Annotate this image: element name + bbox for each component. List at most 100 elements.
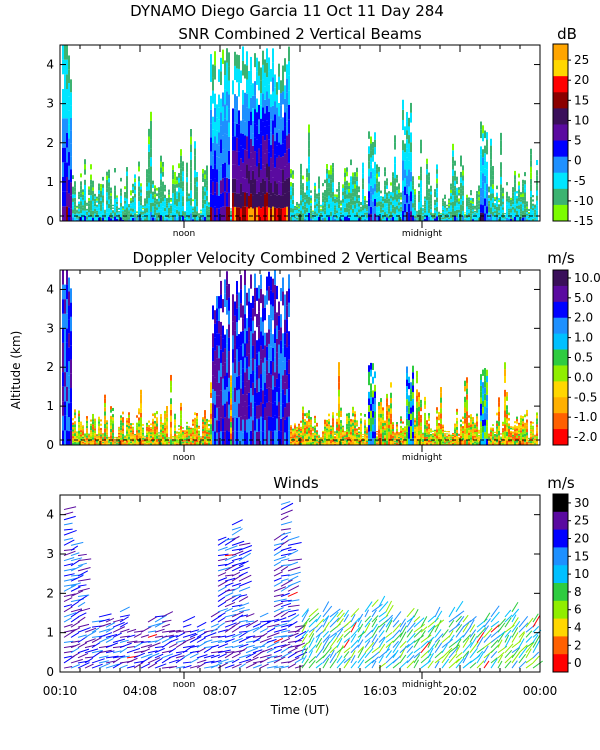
- heat-cell: [488, 206, 490, 210]
- heat-cell: [216, 432, 218, 445]
- heat-cell: [512, 212, 514, 216]
- heat-cell: [264, 72, 266, 87]
- heat-cell: [522, 210, 524, 215]
- heat-cell: [342, 191, 344, 196]
- heat-cell: [516, 210, 518, 214]
- heat-cell: [256, 180, 258, 194]
- heat-cell: [336, 199, 338, 203]
- heat-cell: [374, 411, 376, 419]
- heat-cell: [118, 437, 120, 439]
- heat-cell: [176, 440, 178, 442]
- heat-cell: [92, 419, 94, 422]
- heat-cell: [460, 435, 462, 439]
- heat-cell: [78, 203, 80, 207]
- heat-cell: [252, 83, 254, 96]
- heat-cell: [220, 193, 222, 208]
- heat-cell: [322, 433, 324, 435]
- heat-cell: [484, 145, 486, 154]
- heat-cell: [456, 180, 458, 185]
- heat-cell: [236, 321, 238, 336]
- heat-cell: [260, 345, 262, 360]
- heat-cell: [454, 170, 456, 176]
- heat-cell: [426, 434, 428, 437]
- heat-cell: [228, 337, 230, 352]
- heat-cell: [104, 440, 106, 445]
- heat-cell: [162, 206, 164, 212]
- heat-cell: [128, 428, 130, 432]
- heat-cell: [102, 440, 104, 442]
- heat-cell: [110, 209, 112, 213]
- heat-cell: [300, 440, 302, 443]
- heat-cell: [436, 432, 438, 436]
- heat-cell: [424, 420, 426, 425]
- heat-cell: [484, 183, 486, 191]
- heat-cell: [124, 215, 126, 219]
- heat-cell: [338, 191, 340, 196]
- heat-cell: [472, 205, 474, 208]
- heat-cell: [360, 434, 362, 438]
- heat-cell: [98, 186, 100, 191]
- heat-cell: [154, 212, 156, 216]
- heat-cell: [140, 435, 142, 441]
- heat-cell: [162, 166, 164, 172]
- heat-cell: [364, 212, 366, 215]
- heat-cell: [302, 428, 304, 433]
- heat-cell: [446, 204, 448, 207]
- heat-cell: [220, 321, 222, 336]
- heat-cell: [436, 211, 438, 217]
- heat-cell: [190, 440, 192, 443]
- heat-cell: [216, 130, 218, 144]
- heat-cell: [230, 381, 232, 388]
- heat-cell: [254, 193, 256, 208]
- heat-cell: [352, 438, 354, 442]
- heat-cell: [394, 436, 396, 438]
- heat-cell: [450, 186, 452, 190]
- heat-cell: [120, 206, 122, 211]
- heat-cell: [472, 209, 474, 212]
- heat-cell: [180, 410, 182, 415]
- heat-cell: [448, 207, 450, 210]
- heat-cell: [438, 216, 440, 218]
- heat-cell: [284, 193, 286, 208]
- heat-cell: [168, 437, 170, 438]
- heat-cell: [494, 217, 496, 220]
- heat-cell: [426, 424, 428, 427]
- heat-cell: [362, 443, 364, 445]
- heat-cell: [342, 184, 344, 188]
- heat-cell: [230, 427, 232, 434]
- heat-cell: [74, 217, 76, 221]
- heat-cell: [286, 178, 288, 193]
- heat-cell: [180, 181, 182, 189]
- heat-cell: [178, 443, 180, 445]
- heat-cell: [206, 418, 208, 422]
- heat-cell: [148, 136, 150, 145]
- heat-cell: [160, 179, 162, 186]
- heat-cell: [160, 426, 162, 430]
- heat-cell: [406, 425, 408, 432]
- heat-cell: [76, 205, 78, 208]
- heat-cell: [460, 199, 462, 205]
- heat-cell: [296, 434, 298, 436]
- heat-cell: [348, 182, 350, 186]
- heat-cell: [436, 173, 438, 179]
- heat-cell: [64, 342, 66, 358]
- heat-cell: [442, 426, 444, 429]
- heat-cell: [72, 429, 74, 432]
- heat-cell: [236, 376, 238, 391]
- heat-cell: [376, 442, 378, 444]
- heat-cell: [196, 176, 198, 182]
- heat-cell: [130, 210, 132, 214]
- heat-cell: [460, 193, 462, 200]
- heat-cell: [288, 148, 290, 163]
- heat-cell: [266, 206, 268, 221]
- heat-cell: [178, 182, 180, 188]
- heat-cell: [530, 190, 532, 197]
- heat-cell: [182, 436, 184, 439]
- heat-cell: [158, 440, 160, 442]
- heat-cell: [154, 218, 156, 221]
- heat-cell: [106, 204, 108, 209]
- heat-cell: [440, 216, 442, 217]
- heat-cell: [344, 439, 346, 441]
- heat-cell: [318, 180, 320, 185]
- heat-cell: [502, 198, 504, 202]
